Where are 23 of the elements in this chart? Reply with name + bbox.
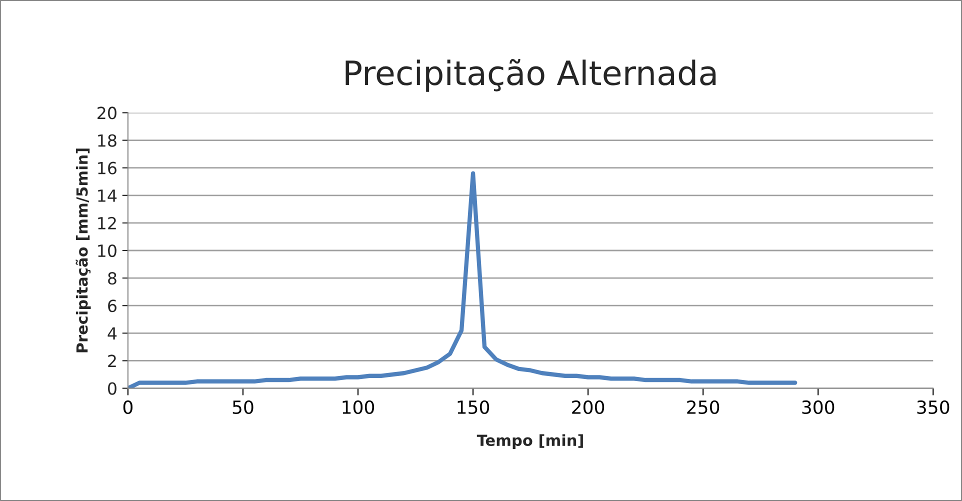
y-tick-label: 18 <box>98 134 116 147</box>
x-tick-label: 150 <box>458 400 490 414</box>
line-series <box>128 171 798 388</box>
y-tick-label: 6 <box>108 300 116 312</box>
y-tick-label: 12 <box>98 216 116 230</box>
y-tick-label: 0 <box>108 382 116 395</box>
y-axis-title: Precipitação [mm/5min] <box>76 148 91 352</box>
x-tick-label: 0 <box>123 400 132 414</box>
x-tick-label: 50 <box>232 400 254 414</box>
chart-title: Precipitação Alternada <box>346 59 716 92</box>
x-tick-label: 100 <box>342 400 374 414</box>
y-tick-label: 16 <box>98 162 116 174</box>
x-tick-label: 250 <box>687 400 720 414</box>
y-tick-label: 8 <box>108 272 116 285</box>
y-tick-label: 20 <box>98 106 116 120</box>
x-axis-title: Tempo [min] <box>476 434 583 450</box>
y-tick-label: 4 <box>108 327 117 340</box>
x-tick-label: 200 <box>572 400 604 414</box>
y-tick-label: 2 <box>108 354 116 368</box>
y-tick-label: 10 <box>98 244 116 258</box>
x-tick-label: 350 <box>917 400 950 414</box>
y-tick-label: 14 <box>98 190 117 202</box>
x-tick-label: 300 <box>802 400 834 414</box>
